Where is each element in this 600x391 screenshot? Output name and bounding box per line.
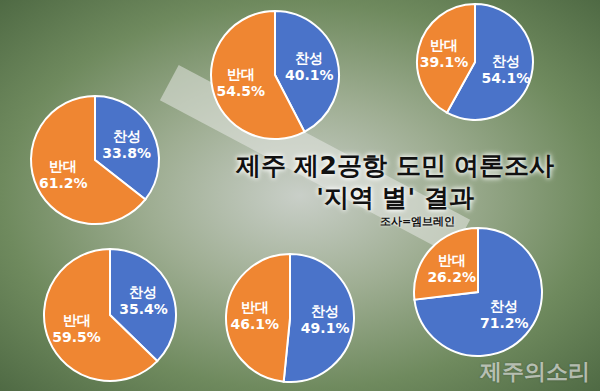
svg-text:반대59.5%: 반대59.5%: [52, 312, 101, 345]
svg-text:반대54.5%: 반대54.5%: [217, 66, 266, 99]
svg-text:반대39.1%: 반대39.1%: [420, 37, 469, 70]
svg-text:찬성71.2%: 찬성71.2%: [480, 298, 529, 331]
html-text:제주 제2공항 도민 여론조사: 제주 제2공항 도민 여론조사: [235, 151, 555, 180]
svg-text:반대61.2%: 반대61.2%: [39, 158, 88, 191]
svg-text:반대46.1%: 반대46.1%: [231, 299, 280, 332]
svg-text:찬성33.8%: 찬성33.8%: [102, 128, 151, 161]
svg-text:찬성35.4%: 찬성35.4%: [119, 284, 168, 317]
svg-text:찬성40.1%: 찬성40.1%: [285, 50, 334, 83]
svg-text:반대26.2%: 반대26.2%: [427, 252, 476, 285]
html-text:조사=엠브레인: 조사=엠브레인: [380, 215, 456, 228]
html-text:제주의소리: 제주의소리: [480, 359, 590, 384]
html-text:'지역 별' 결과: '지역 별' 결과: [316, 183, 474, 212]
svg-text:찬성54.1%: 찬성54.1%: [482, 53, 531, 86]
svg-text:찬성49.1%: 찬성49.1%: [301, 303, 350, 336]
